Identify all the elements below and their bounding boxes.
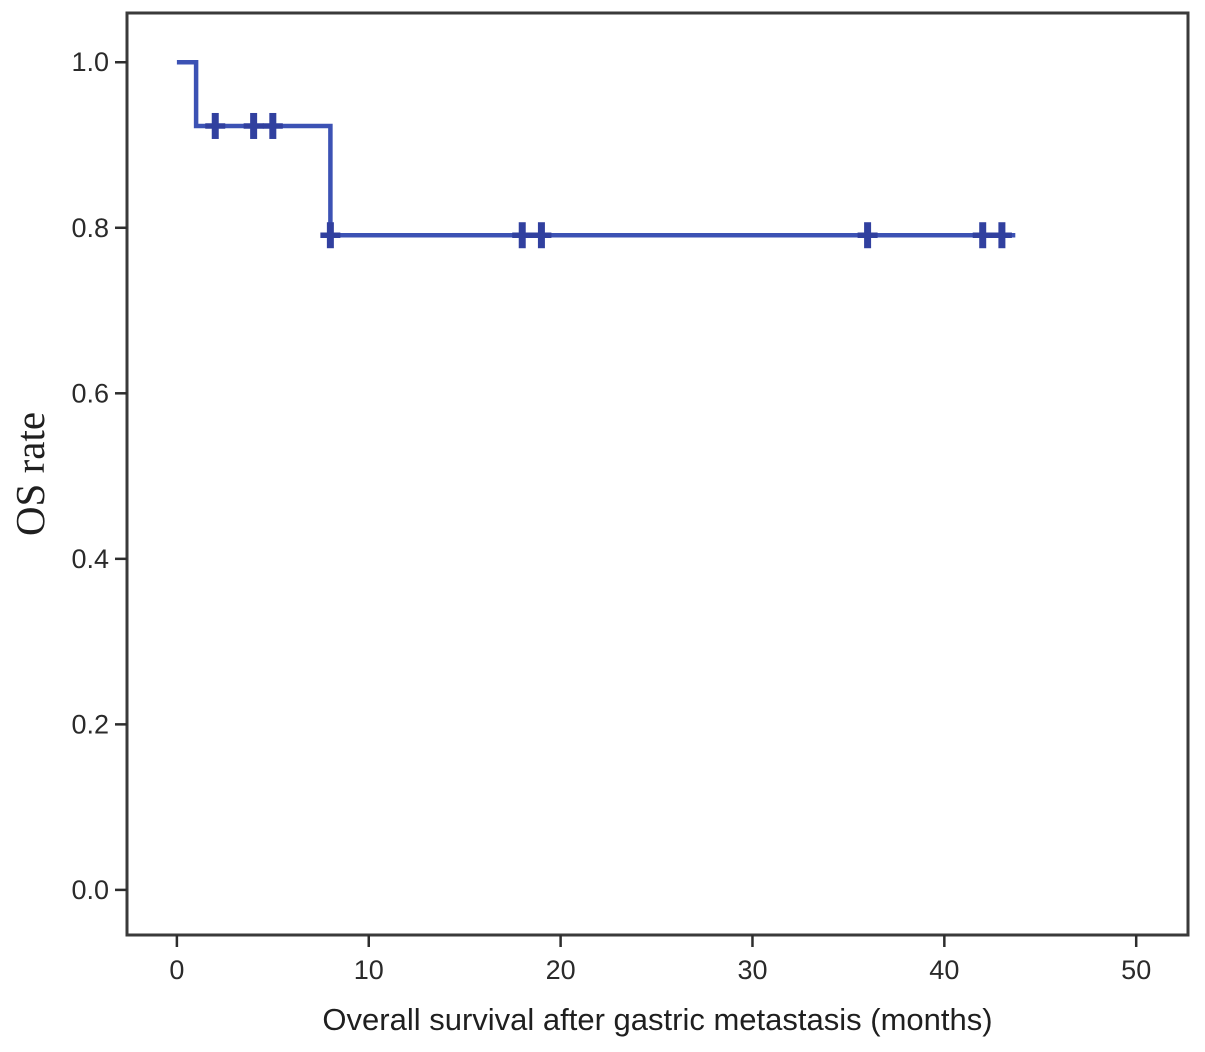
y-tick-label: 0.0	[71, 875, 109, 905]
y-axis-title: OS rate	[7, 411, 53, 537]
y-tick-label: 0.8	[71, 213, 109, 243]
survival-curve	[176, 59, 1016, 238]
y-tick-label: 0.2	[71, 709, 109, 739]
x-tick-label: 0	[169, 955, 184, 985]
y-tick-label: 0.6	[71, 378, 109, 408]
x-tick-label: 10	[354, 955, 384, 985]
x-tick-label: 20	[546, 955, 576, 985]
x-tick-label: 50	[1121, 955, 1151, 985]
x-axis-title: Overall survival after gastric metastasi…	[322, 1002, 993, 1037]
y-tick-label: 0.4	[71, 544, 109, 574]
x-tick-label: 30	[737, 955, 767, 985]
plot-frame	[125, 11, 1190, 937]
y-tick-label: 1.0	[71, 47, 109, 77]
x-tick-label: 40	[929, 955, 959, 985]
